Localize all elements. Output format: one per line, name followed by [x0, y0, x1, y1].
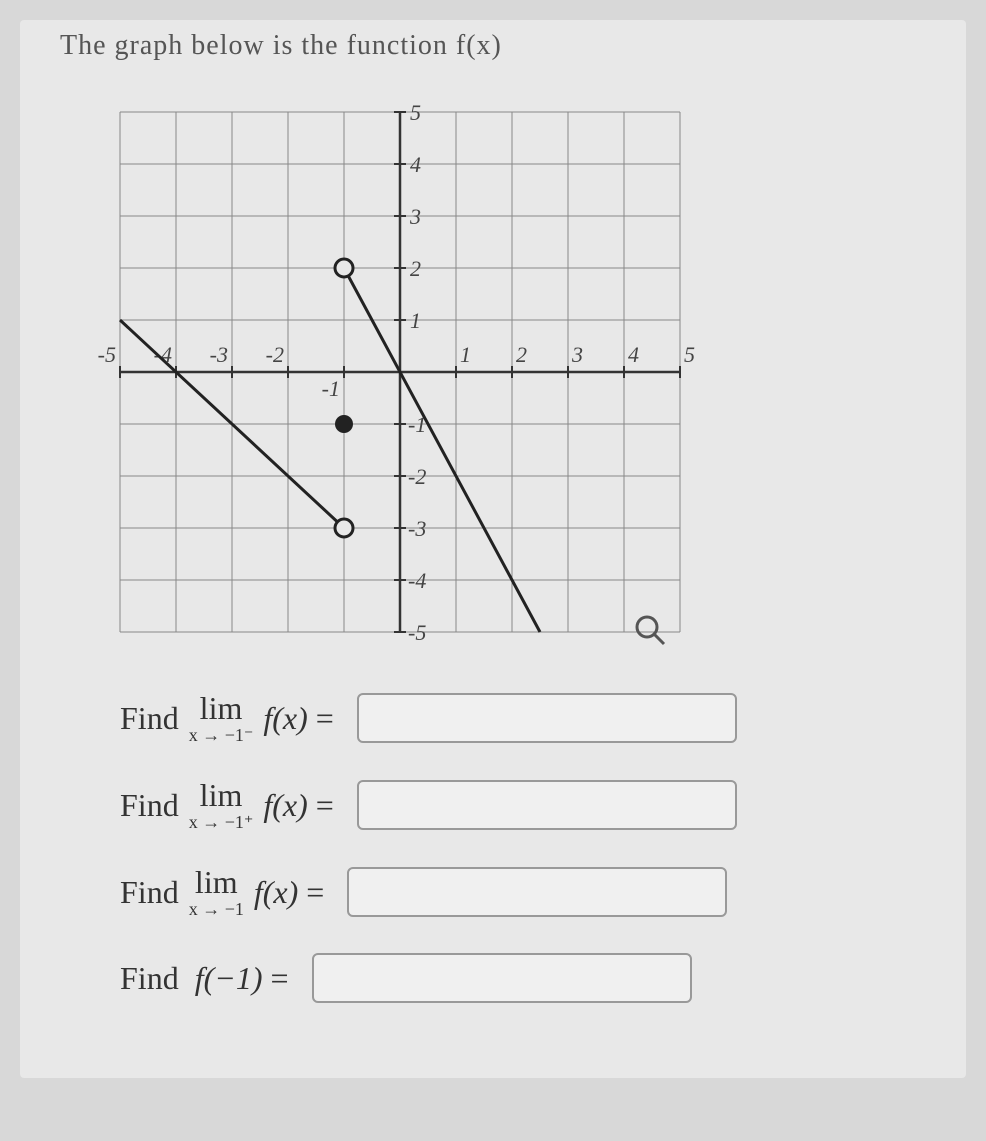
- svg-text:2: 2: [516, 342, 527, 367]
- function-graph: -5-4-3-2-112345-5-4-3-2-112345: [90, 92, 710, 652]
- question-row: Findlim x → −1 f(x)=: [120, 866, 926, 918]
- question-prefix: Find: [120, 787, 179, 824]
- limit-expression: lim x → −1⁻: [189, 692, 254, 744]
- question-text: Findlim x → −1⁻ f(x)=: [120, 692, 342, 744]
- function-expression: f(x): [263, 787, 307, 824]
- questions-container: Findlimx → −1⁻f(x)=Findlimx → −1⁺f(x)=Fi…: [60, 692, 926, 1003]
- svg-text:-4: -4: [408, 568, 426, 593]
- svg-text:5: 5: [410, 100, 421, 125]
- svg-text:-2: -2: [266, 342, 284, 367]
- svg-text:-5: -5: [408, 620, 426, 645]
- svg-text:-5: -5: [98, 342, 116, 367]
- answer-input[interactable]: [357, 693, 737, 743]
- limit-expression: lim x → −1: [189, 866, 244, 918]
- equals-sign: =: [316, 787, 334, 824]
- function-expression: f(x): [263, 700, 307, 737]
- limit-label: lim: [200, 692, 243, 724]
- function-expression: f(−1): [195, 960, 263, 997]
- svg-text:5: 5: [684, 342, 695, 367]
- limit-subscript: x → −1: [189, 900, 244, 918]
- svg-text:1: 1: [460, 342, 471, 367]
- page-container: The graph below is the function f(x) -5 -…: [20, 20, 966, 1078]
- svg-text:-1: -1: [322, 376, 340, 401]
- question-text: Find f(−1)=: [120, 960, 297, 997]
- answer-input[interactable]: [312, 953, 692, 1003]
- question-prefix: Find: [120, 874, 179, 911]
- question-prefix: Find: [120, 700, 179, 737]
- limit-label: lim: [200, 779, 243, 811]
- svg-text:3: 3: [409, 204, 421, 229]
- answer-input[interactable]: [357, 780, 737, 830]
- question-row: Findlim x → −1⁻ f(x)=: [120, 692, 926, 744]
- svg-text:-3: -3: [210, 342, 228, 367]
- function-expression: f(x): [254, 874, 298, 911]
- limit-subscript: x → −1⁻: [189, 726, 254, 744]
- equals-sign: =: [270, 960, 288, 997]
- question-prefix: Find: [120, 960, 179, 997]
- svg-text:4: 4: [410, 152, 421, 177]
- limit-expression: lim x → −1⁺: [189, 779, 254, 831]
- svg-text:-3: -3: [408, 516, 426, 541]
- svg-text:4: 4: [628, 342, 639, 367]
- question-row: Findlim x → −1⁺ f(x)=: [120, 779, 926, 831]
- svg-text:3: 3: [571, 342, 583, 367]
- header-text: The graph below is the function f(x): [60, 30, 926, 62]
- limit-subscript: x → −1⁺: [189, 813, 254, 831]
- equals-sign: =: [306, 874, 324, 911]
- svg-text:-2: -2: [408, 464, 426, 489]
- svg-text:1: 1: [410, 308, 421, 333]
- question-text: Findlim x → −1⁺ f(x)=: [120, 779, 342, 831]
- svg-text:2: 2: [410, 256, 421, 281]
- question-row: Find f(−1)=: [120, 953, 926, 1003]
- question-text: Findlim x → −1 f(x)=: [120, 866, 332, 918]
- answer-input[interactable]: [347, 867, 727, 917]
- equals-sign: =: [316, 700, 334, 737]
- graph-container: -5-4-3-2-112345-5-4-3-2-112345: [90, 92, 896, 652]
- limit-label: lim: [195, 866, 238, 898]
